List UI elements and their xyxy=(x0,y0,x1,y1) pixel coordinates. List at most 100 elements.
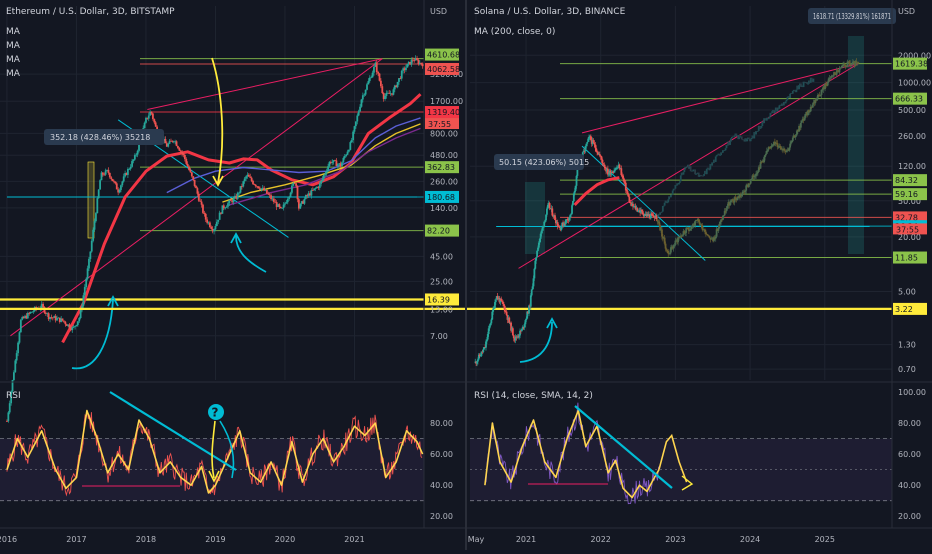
sol-ghost-candle xyxy=(684,166,687,170)
eth-candle-body xyxy=(11,380,14,392)
eth-candle-body xyxy=(393,85,396,90)
sol-ghost-candle xyxy=(689,166,692,172)
eth-candle-body xyxy=(375,62,378,73)
sol-candle-body xyxy=(637,211,640,212)
eth-level-badge: 4062.58 xyxy=(427,65,460,74)
sol-candle-body xyxy=(524,320,527,325)
sol-ghost-candle xyxy=(661,211,663,213)
sol-candle-body xyxy=(482,349,485,353)
eth-candle-body xyxy=(421,64,424,67)
sol-candle-body xyxy=(812,102,815,105)
eth-candle-body xyxy=(304,195,307,199)
sol-level-badge: 1619.38 xyxy=(895,60,928,69)
eth-candle-body xyxy=(217,219,220,222)
sol-candle-body xyxy=(641,211,644,215)
sol-candle-body xyxy=(478,354,481,357)
sol-price-panel[interactable]: Solana / U.S. Dollar, 3D, BINANCE MA (20… xyxy=(0,6,896,380)
eth-candle-body xyxy=(249,176,252,178)
sol-candle-body xyxy=(724,210,727,212)
eth-candle-body xyxy=(405,67,407,71)
sol-candle-body xyxy=(546,204,549,209)
eth-yellow-arrowhead xyxy=(212,175,224,187)
eth-candle-body xyxy=(121,181,124,186)
sol-candle-body xyxy=(595,148,598,152)
sol-candle-body xyxy=(791,140,793,143)
sol-candle-body xyxy=(722,215,724,221)
eth-candle-body xyxy=(210,227,213,229)
eth-candle-body xyxy=(316,186,318,189)
eth-candle-body xyxy=(181,151,184,154)
eth-candle-body xyxy=(324,173,327,175)
eth-candle-body xyxy=(188,166,190,171)
eth-candle-body xyxy=(381,86,384,94)
sol-candle-body xyxy=(614,169,616,171)
sol-candle-body xyxy=(670,247,672,253)
eth-candle-body xyxy=(211,228,214,232)
eth-rsi-panel[interactable]: RSI ? xyxy=(0,391,424,502)
eth-candle-body xyxy=(136,150,139,155)
sol-candle-body xyxy=(811,104,814,108)
sol-candle-body xyxy=(790,142,792,144)
sol-level-badge: 11.85 xyxy=(895,254,918,263)
sol-candle-body xyxy=(719,221,722,224)
eth-candle-body xyxy=(254,184,257,187)
sol-ghost-candle xyxy=(812,78,815,82)
eth-candle-body xyxy=(31,311,33,313)
eth-candle-body xyxy=(132,159,135,162)
eth-candle-body xyxy=(417,59,420,64)
eth-candle-body xyxy=(302,201,304,204)
sol-candle-body xyxy=(537,242,540,248)
ethR-y-tick-label: 80.00 xyxy=(430,419,453,428)
sol-ghost-candle xyxy=(810,77,813,80)
eth-candle-body xyxy=(253,184,256,185)
sol-ghost-candle xyxy=(768,116,771,119)
eth-candle-body xyxy=(100,172,103,181)
eth-candle-body xyxy=(56,318,58,321)
eth-candle-body xyxy=(398,78,400,82)
sol-candle-body xyxy=(623,178,625,182)
eth-candle-body xyxy=(138,142,140,151)
sol-candle-body xyxy=(622,175,625,179)
sol-candle-body xyxy=(572,201,574,206)
sol-candle-body xyxy=(690,226,693,229)
eth-measure-tooltip: 352.18 (428.46%) 35218 xyxy=(44,129,164,145)
sol-candle-body xyxy=(518,335,521,337)
eth-candle-body xyxy=(260,188,263,190)
eth-candle-body xyxy=(171,140,174,142)
eth-x-tick-label: 2019 xyxy=(205,535,225,544)
eth-candle-body xyxy=(343,156,346,158)
eth-candle-body xyxy=(271,198,274,200)
eth-candle-body xyxy=(44,312,47,314)
eth-candle-body xyxy=(323,174,325,179)
sol-rsi-panel[interactable]: RSI (14, close, SMA, 14, 2) xyxy=(470,391,892,505)
eth-candle-body xyxy=(7,412,10,422)
sol-candle-body xyxy=(563,223,565,227)
sol-level-badge: 32.78 xyxy=(895,213,918,222)
eth-candle-body xyxy=(72,326,75,328)
sol-ma-legend: MA (200, close, 0) xyxy=(474,27,555,37)
sol-candle-body xyxy=(773,141,776,144)
sol-currency-label: USD xyxy=(898,7,915,16)
eth-x-tick-label: 2021 xyxy=(344,535,364,544)
sol-ghost-candle xyxy=(725,144,728,149)
eth-candle-body xyxy=(275,201,278,207)
sol-candle-body xyxy=(503,303,505,307)
sol-ghost-candle xyxy=(720,152,723,156)
eth-candle-body xyxy=(327,166,329,171)
eth-candle-body xyxy=(76,321,79,325)
eth-candle-body xyxy=(126,169,129,175)
sol-candle-body xyxy=(624,181,626,183)
eth-candle-body xyxy=(313,188,316,191)
sol-candle-body xyxy=(661,236,664,239)
eth-candle-body xyxy=(170,140,172,142)
eth-candle-body xyxy=(15,353,18,361)
eth-candle-body xyxy=(90,240,93,252)
eth-candle-body xyxy=(303,198,306,204)
eth-candle-body xyxy=(225,206,228,208)
sol-candle-body xyxy=(485,339,488,342)
sol-candle-body xyxy=(539,233,542,239)
sol-candle-body xyxy=(505,311,508,316)
eth-candle-body xyxy=(96,198,99,214)
